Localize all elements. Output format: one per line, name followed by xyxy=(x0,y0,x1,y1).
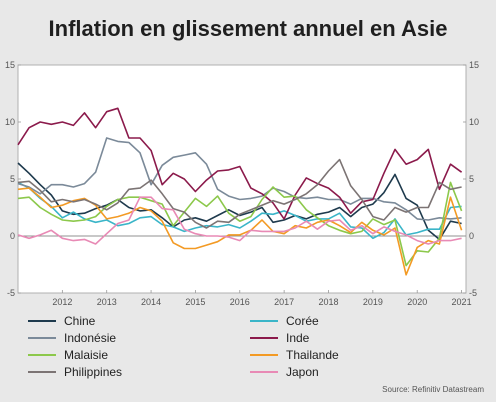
plot-area xyxy=(17,64,467,294)
x-tick-label: 2014 xyxy=(141,297,161,307)
source-note: Source: Refinitiv Datastream xyxy=(382,385,484,394)
y-tick-label-left: 5 xyxy=(10,174,15,184)
series-line-inde xyxy=(17,107,463,220)
y-tick-label-right: -5 xyxy=(469,288,477,298)
x-tick-label: 2018 xyxy=(318,297,338,307)
x-tick-label: 2015 xyxy=(185,297,205,307)
x-tick-label: 2016 xyxy=(230,297,250,307)
y-tick-label-right: 10 xyxy=(469,117,479,127)
chart-title: Inflation en glissement annuel en Asie xyxy=(48,16,448,41)
x-tick-label: 2020 xyxy=(407,297,427,307)
series-line-japon xyxy=(17,196,462,245)
y-tick-label-left: -5 xyxy=(7,288,15,298)
x-tick-label: 2019 xyxy=(363,297,383,307)
y-tick-label-left: 15 xyxy=(5,60,15,70)
series-line-malaisie xyxy=(17,181,463,267)
y-tick-label-left: 0 xyxy=(10,231,15,241)
y-tick-label-right: 0 xyxy=(469,231,474,241)
x-tick-label: 2012 xyxy=(52,297,72,307)
y-tick-label-right: 5 xyxy=(469,174,474,184)
series-line-indonesie xyxy=(17,137,462,221)
series-line-chine xyxy=(17,162,462,241)
x-tick-label: 2021 xyxy=(452,297,472,307)
series-line-philippines xyxy=(17,158,462,229)
x-tick-label: 2013 xyxy=(97,297,117,307)
y-tick-label-right: 15 xyxy=(469,60,479,70)
x-tick-label: 2017 xyxy=(274,297,294,307)
y-tick-label-left: 10 xyxy=(5,117,15,127)
